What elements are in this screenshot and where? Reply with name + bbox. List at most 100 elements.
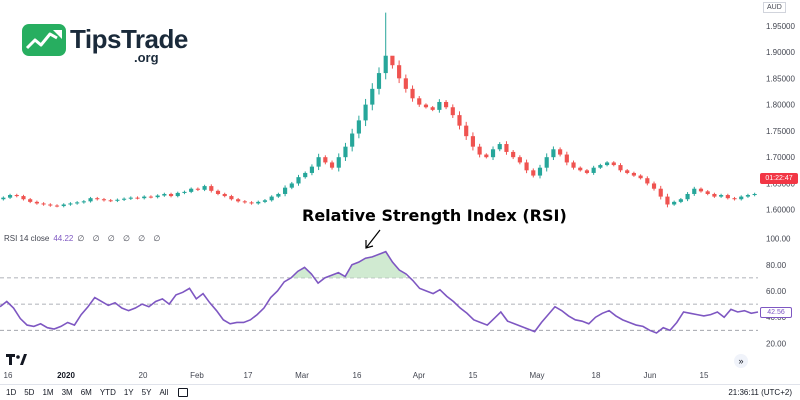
- rsi-legend-value: 44.22: [53, 234, 74, 243]
- time-axis[interactable]: 16 2020 20 Feb 17 Mar 16 Apr 15 May 18 Jun 15: [4, 371, 709, 380]
- candle-body: [511, 151, 516, 158]
- candle-body: [725, 195, 730, 199]
- candle-body: [692, 188, 697, 194]
- timeframe-5d[interactable]: 5D: [24, 388, 35, 397]
- candle-body: [41, 203, 46, 205]
- candle-body: [665, 196, 670, 205]
- candle-body: [209, 186, 214, 191]
- candle-body: [343, 146, 348, 158]
- candle-body: [54, 205, 60, 207]
- candle-body: [712, 193, 717, 197]
- candle-body: [517, 157, 522, 163]
- timeframe-ytd[interactable]: YTD: [99, 388, 116, 397]
- candle-body: [370, 88, 375, 105]
- candle-body: [249, 202, 254, 204]
- bottom-toolbar: 1D 5D 1M 3M 6M YTD 1Y 5Y All 21:36:11 (U…: [0, 384, 800, 400]
- candle-body: [142, 196, 147, 199]
- candle-body: [189, 188, 194, 192]
- candle-body: [719, 195, 724, 197]
- candle-body: [262, 200, 268, 202]
- price-tick-3: 1.80000: [766, 101, 795, 110]
- candle-body: [625, 170, 630, 173]
- rsi-tick-0: 100.00: [766, 235, 791, 244]
- candle-body: [410, 88, 415, 99]
- candle-body: [524, 162, 529, 171]
- candle-body: [397, 65, 402, 79]
- candle-body: [383, 55, 388, 74]
- candle-body: [256, 201, 261, 204]
- price-tick-5: 1.70000: [766, 153, 795, 162]
- candle-body: [437, 101, 442, 110]
- clock-timezone[interactable]: 21:36:11 (UTC+2): [728, 388, 792, 397]
- candle-body: [571, 162, 576, 168]
- price-tick-4: 1.75000: [766, 127, 795, 136]
- candle-body: [14, 195, 19, 197]
- candle-body: [323, 157, 328, 163]
- candle-body: [175, 192, 180, 197]
- candle-body: [336, 157, 341, 168]
- candle-body: [68, 203, 73, 205]
- currency-label[interactable]: AUD: [763, 2, 786, 13]
- candle-body: [444, 101, 449, 108]
- candle-body: [591, 167, 596, 173]
- time-tick-1: 2020: [57, 371, 75, 380]
- candle-body: [477, 146, 482, 155]
- timeframe-1d[interactable]: 1D: [6, 388, 17, 397]
- timeframe-3m[interactable]: 3M: [61, 388, 73, 397]
- rsi-line: [0, 250, 759, 334]
- tipstrade-logo: TipsTrade .org: [22, 22, 188, 65]
- candle-body: [558, 149, 563, 155]
- candle-body: [497, 144, 502, 150]
- candle-body: [618, 165, 623, 171]
- candle-body: [564, 154, 569, 163]
- candle-body: [363, 104, 368, 121]
- candle-body: [698, 188, 704, 192]
- candle-body: [155, 195, 160, 198]
- candle-body: [631, 172, 636, 176]
- time-tick-12: 15: [700, 371, 709, 380]
- candle-body: [269, 196, 274, 201]
- price-axis[interactable]: 1.95000 1.90000 1.85000 1.80000 1.75000 1.700…: [766, 22, 795, 215]
- timeframe-1y[interactable]: 1Y: [123, 388, 134, 397]
- candle-body: [202, 186, 207, 190]
- rsi-legend-icons[interactable]: ∅ ∅ ∅ ∅ ∅ ∅: [77, 234, 164, 243]
- time-tick-2: 20: [139, 371, 148, 380]
- annotation-arrow: [365, 229, 381, 249]
- candle-body: [222, 193, 227, 197]
- tradingview-icon[interactable]: [6, 354, 28, 366]
- candle-body: [403, 78, 408, 89]
- timeframe-6m[interactable]: 6M: [80, 388, 92, 397]
- time-tick-0: 16: [4, 371, 13, 380]
- time-tick-11: Jun: [644, 371, 657, 380]
- candle-body: [148, 196, 154, 198]
- candle-body: [135, 197, 140, 199]
- candle-body: [101, 199, 107, 201]
- candle-body: [450, 107, 455, 116]
- scroll-to-realtime-button[interactable]: »: [734, 354, 748, 368]
- candle-body: [678, 199, 683, 202]
- time-tick-5: Mar: [295, 371, 309, 380]
- timeframe-5y[interactable]: 5Y: [141, 388, 152, 397]
- candle-body: [7, 195, 13, 198]
- rsi-legend[interactable]: RSI 14 close 44.22 ∅ ∅ ∅ ∅ ∅ ∅: [4, 234, 163, 243]
- logo-chart-icon: [22, 24, 66, 56]
- timeframe-all[interactable]: All: [159, 388, 169, 397]
- candle-body: [638, 175, 643, 179]
- candle-body: [551, 149, 556, 158]
- date-range-calendar-icon[interactable]: [178, 388, 189, 397]
- candle-body: [484, 154, 489, 158]
- candle-body: [75, 202, 80, 204]
- logo-name: TipsTrade: [70, 24, 188, 54]
- candle-body: [578, 167, 583, 171]
- time-tick-3: Feb: [190, 371, 204, 380]
- candlestick-series: [1, 12, 757, 208]
- candle-body: [1, 197, 6, 200]
- candle-body: [309, 166, 314, 173]
- rsi-line-series: [0, 250, 759, 334]
- price-tick-1: 1.90000: [766, 48, 795, 57]
- rsi-value-tag: 42.56: [760, 307, 792, 318]
- price-tick-7: 1.60000: [766, 206, 795, 215]
- timeframe-1m[interactable]: 1M: [42, 388, 54, 397]
